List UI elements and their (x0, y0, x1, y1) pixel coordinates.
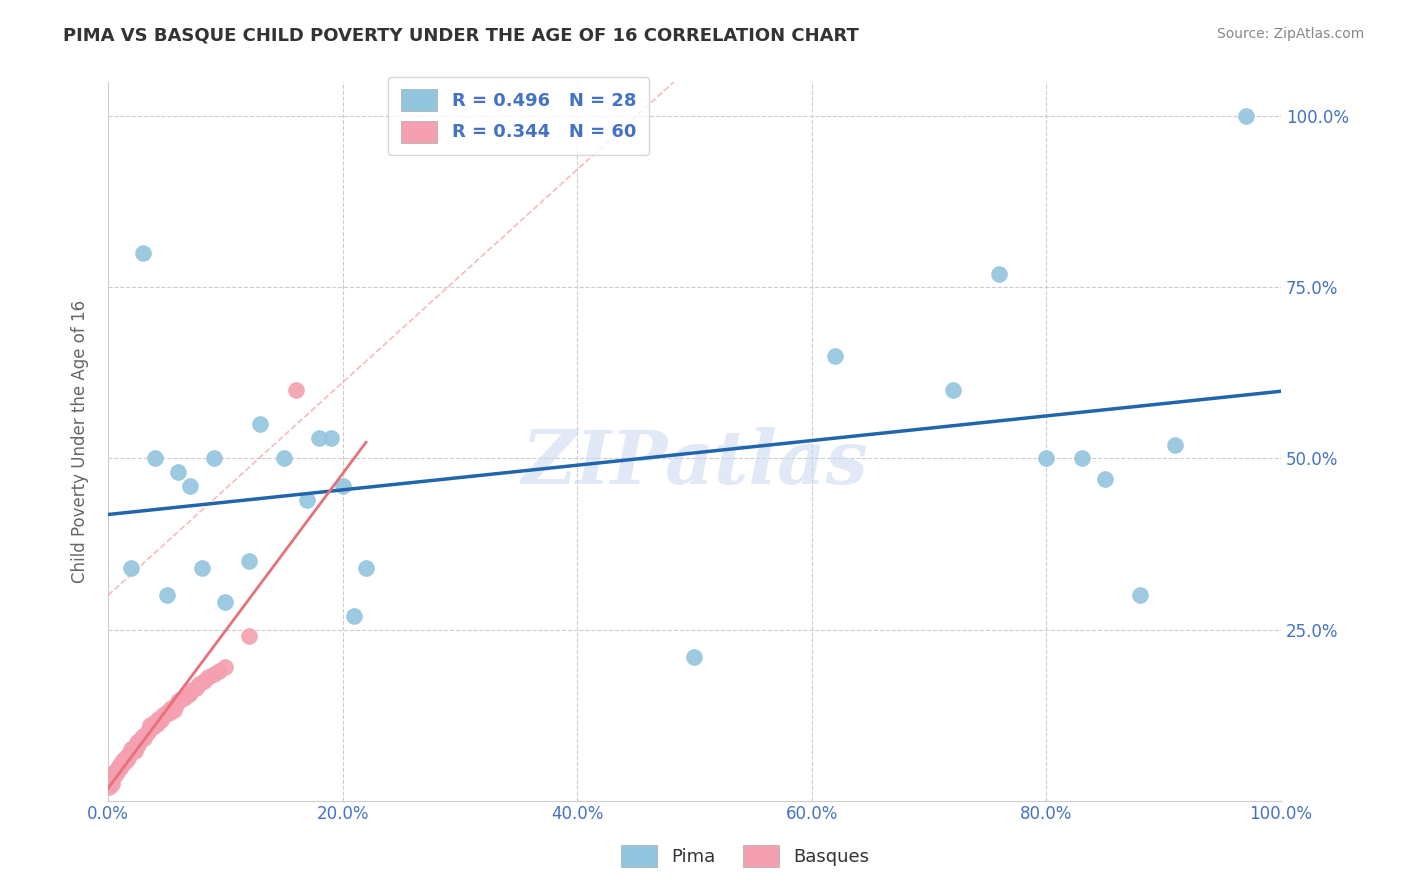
Point (202, 667, 225, 681)
Point (156, 705, 179, 719)
Point (156, 588, 179, 602)
Point (127, 735, 149, 749)
Point (118, 747, 141, 761)
Point (124, 744, 146, 758)
Point (152, 708, 174, 723)
Text: Source: ZipAtlas.com: Source: ZipAtlas.com (1216, 27, 1364, 41)
Point (1129, 588, 1152, 602)
Point (157, 706, 180, 720)
Point (105, 763, 128, 777)
Point (170, 692, 193, 706)
Point (173, 690, 195, 705)
Point (110, 756, 132, 770)
Point (988, 267, 1011, 281)
Point (1070, 451, 1092, 466)
Point (114, 754, 136, 768)
Point (160, 701, 183, 715)
Point (191, 561, 214, 575)
Point (1164, 438, 1187, 452)
Point (142, 720, 165, 734)
Point (112, 753, 135, 767)
Point (343, 608, 366, 623)
Point (1234, 109, 1257, 123)
Point (125, 739, 148, 753)
Point (129, 732, 152, 747)
Point (284, 383, 307, 397)
Point (238, 554, 260, 568)
Point (143, 714, 166, 729)
Point (249, 417, 271, 432)
Point (177, 688, 200, 702)
Point (136, 725, 159, 739)
Point (179, 479, 201, 493)
Point (1094, 472, 1116, 486)
Point (138, 722, 160, 736)
Point (332, 479, 354, 493)
Point (184, 681, 207, 695)
Point (214, 595, 236, 609)
Point (1035, 451, 1057, 466)
Point (98, 773, 121, 788)
Point (103, 766, 125, 780)
Point (112, 754, 135, 768)
Point (208, 664, 231, 678)
Point (683, 649, 706, 664)
Point (146, 717, 169, 731)
Point (167, 694, 190, 708)
Point (132, 729, 155, 743)
Point (167, 465, 190, 479)
Point (128, 733, 150, 747)
Point (98, 780, 121, 794)
Point (202, 451, 225, 466)
Point (107, 759, 129, 773)
Point (104, 767, 127, 781)
Point (188, 677, 211, 691)
Point (149, 713, 172, 727)
Point (139, 718, 162, 732)
Point (135, 726, 157, 740)
Point (120, 561, 142, 575)
Point (193, 673, 215, 688)
Point (134, 731, 156, 745)
Legend: R = 0.496   N = 28, R = 0.344   N = 60: R = 0.496 N = 28, R = 0.344 N = 60 (388, 77, 648, 155)
Point (941, 383, 963, 397)
Point (127, 738, 149, 752)
Point (297, 492, 319, 507)
Point (179, 685, 201, 699)
Point (273, 451, 295, 466)
Point (308, 431, 330, 445)
Point (120, 742, 142, 756)
Point (121, 744, 143, 758)
Point (238, 629, 260, 643)
Point (120, 746, 142, 760)
Text: PIMA VS BASQUE CHILD POVERTY UNDER THE AGE OF 16 CORRELATION CHART: PIMA VS BASQUE CHILD POVERTY UNDER THE A… (63, 27, 859, 45)
Point (214, 660, 236, 674)
Point (122, 740, 145, 755)
Point (108, 761, 131, 775)
Legend: Pima, Basques: Pima, Basques (614, 838, 876, 874)
Point (100, 776, 122, 790)
Point (197, 670, 219, 684)
Point (117, 751, 139, 765)
Point (111, 758, 134, 772)
Point (115, 749, 138, 764)
Point (143, 451, 166, 466)
Point (181, 682, 204, 697)
Point (148, 712, 170, 726)
Point (354, 561, 377, 575)
Point (165, 698, 187, 712)
Y-axis label: Child Poverty Under the Age of 16: Child Poverty Under the Age of 16 (72, 300, 89, 583)
Text: ZIPatlas: ZIPatlas (522, 426, 868, 500)
Point (132, 246, 155, 260)
Point (101, 770, 124, 784)
Point (163, 703, 186, 717)
Point (319, 431, 342, 445)
Point (824, 349, 846, 363)
Point (105, 764, 128, 779)
